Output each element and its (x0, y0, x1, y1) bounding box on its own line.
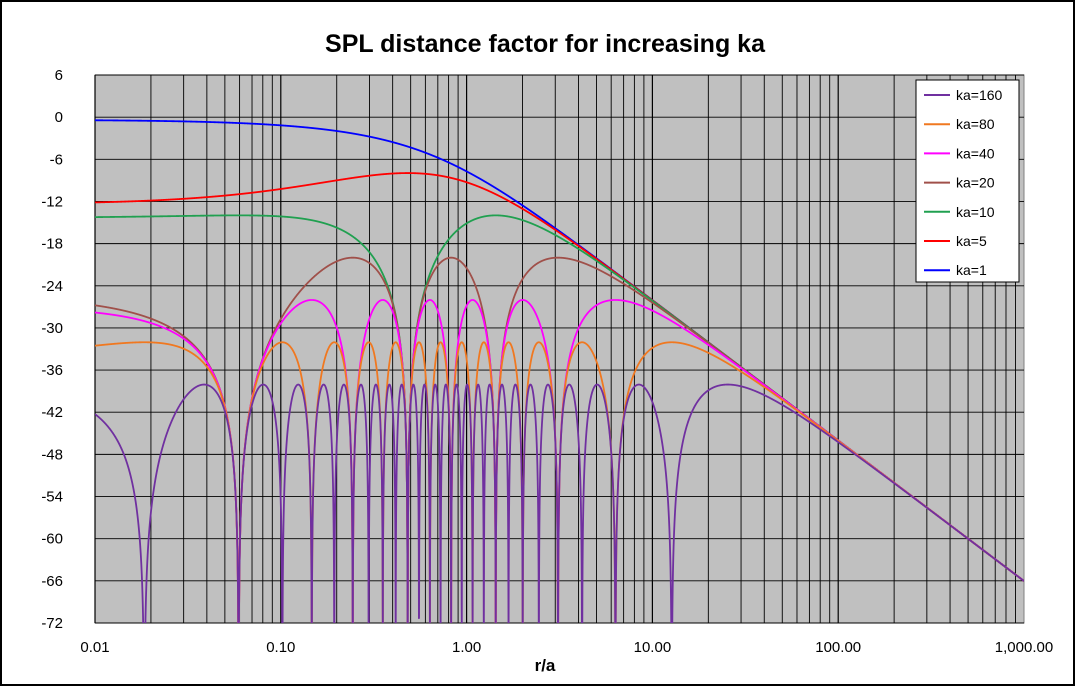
x-axis-title: r/a (535, 656, 556, 675)
legend-label: ka=160 (956, 87, 1003, 103)
y-tick-label: -42 (41, 404, 63, 421)
plot-area (94, 74, 1025, 624)
x-tick-label: 1.00 (452, 639, 481, 656)
x-tick-label: 0.01 (80, 639, 109, 656)
y-tick-label: -18 (41, 236, 63, 253)
grid-lines (94, 74, 1024, 624)
legend: ka=160 ka=80 ka=40 ka=20 ka=10 ka=5 ka=1 (915, 79, 1020, 283)
y-tick-label: -48 (41, 446, 63, 463)
legend-label: ka=5 (956, 233, 987, 249)
y-tick-label: 6 (55, 67, 63, 84)
series-line-ka=160 (95, 383, 1024, 623)
x-tick-label: 1,000.00 (995, 639, 1053, 656)
x-tick-label: 0.10 (266, 639, 295, 656)
y-tick-label: -72 (41, 615, 63, 632)
y-tick-label: -36 (41, 362, 63, 379)
y-tick-label: -66 (41, 573, 63, 590)
legend-label: ka=10 (956, 204, 995, 220)
x-tick-label: 10.00 (634, 639, 672, 656)
y-tick-label: -54 (41, 489, 63, 506)
legend-label: ka=80 (956, 116, 995, 132)
y-tick-label: -30 (41, 320, 63, 337)
x-tick-label: 100.00 (815, 639, 861, 656)
y-tick-label: 0 (55, 109, 63, 126)
y-tick-label: -12 (41, 194, 63, 211)
legend-label: ka=40 (956, 145, 995, 161)
legend-label: ka=20 (956, 175, 995, 191)
legend-label: ka=1 (956, 262, 987, 278)
legend-box (915, 79, 1020, 283)
chart-title: SPL distance factor for increasing ka (325, 30, 766, 58)
y-tick-label: -24 (41, 278, 63, 295)
y-tick-label: -60 (41, 531, 63, 548)
tick-labels: 6 0 -6 -12 -18 -24 -30 -36 -42 -48 -54 -60 -66 -72 0.0… (41, 67, 1053, 656)
series-lines (95, 119, 1024, 623)
y-tick-label: -6 (50, 151, 63, 168)
